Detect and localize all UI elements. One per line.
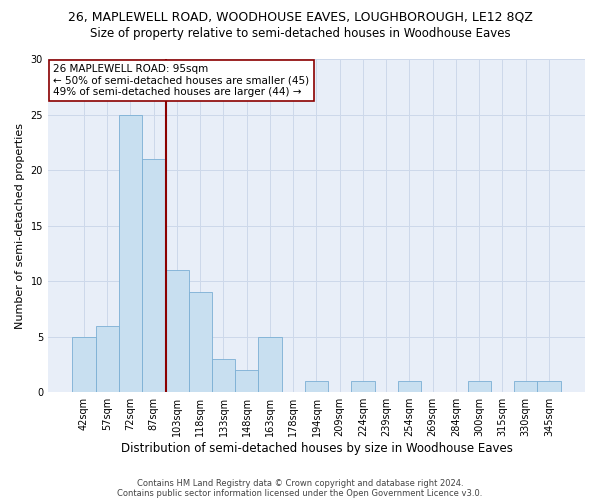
Text: Size of property relative to semi-detached houses in Woodhouse Eaves: Size of property relative to semi-detach… (89, 28, 511, 40)
Text: 26, MAPLEWELL ROAD, WOODHOUSE EAVES, LOUGHBOROUGH, LE12 8QZ: 26, MAPLEWELL ROAD, WOODHOUSE EAVES, LOU… (68, 10, 532, 23)
Bar (95, 326, 119, 392)
Text: 26 MAPLEWELL ROAD: 95sqm
← 50% of semi-detached houses are smaller (45)
49% of s: 26 MAPLEWELL ROAD: 95sqm ← 50% of semi-d… (53, 64, 310, 97)
Bar (538, 381, 560, 392)
Bar (259, 336, 281, 392)
Bar (142, 159, 166, 392)
Bar (188, 292, 212, 392)
Bar (514, 381, 538, 392)
Bar (352, 381, 374, 392)
Text: Contains public sector information licensed under the Open Government Licence v3: Contains public sector information licen… (118, 488, 482, 498)
Text: Contains HM Land Registry data © Crown copyright and database right 2024.: Contains HM Land Registry data © Crown c… (137, 478, 463, 488)
Y-axis label: Number of semi-detached properties: Number of semi-detached properties (15, 122, 25, 328)
Bar (398, 381, 421, 392)
Bar (166, 270, 188, 392)
Bar (467, 381, 491, 392)
Bar (73, 336, 95, 392)
Bar (235, 370, 259, 392)
Bar (212, 359, 235, 392)
Bar (305, 381, 328, 392)
X-axis label: Distribution of semi-detached houses by size in Woodhouse Eaves: Distribution of semi-detached houses by … (121, 442, 512, 455)
Bar (119, 114, 142, 392)
